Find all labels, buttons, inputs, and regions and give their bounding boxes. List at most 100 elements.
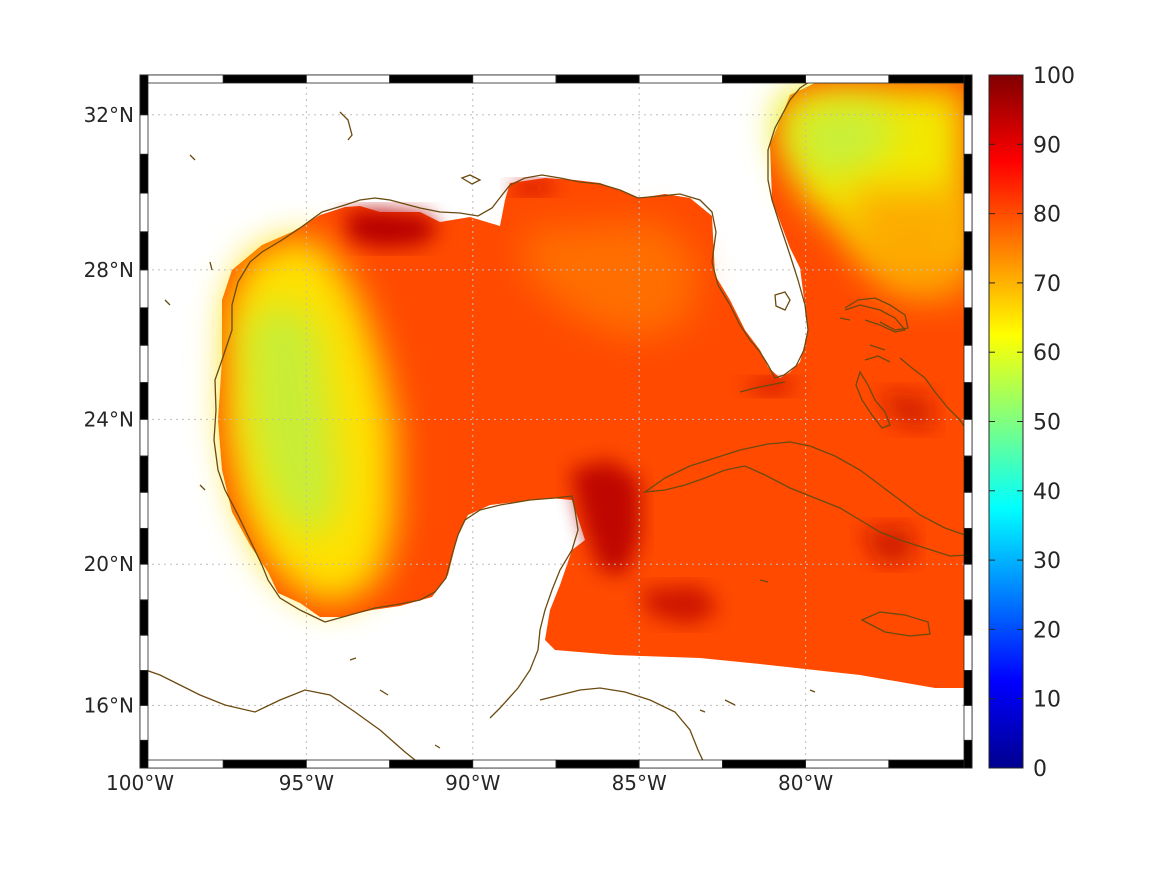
latitude-label: 28°N [84,258,134,282]
colorbar-tick-label: 20 [1033,618,1061,643]
frame-segment-right [963,634,973,671]
yucatan-channel-hotspot [570,460,640,575]
frame-segment-right [963,418,973,457]
frame-segment-right [963,307,973,346]
frame-segment-right [963,192,973,233]
gulf-coastline [213,77,816,623]
frame-segment-top [805,74,890,84]
longitude-label: 80°W [778,771,833,795]
frame-segment-right [963,114,973,155]
colorbar-ticks: 0 10 20 30 40 50 60 70 80 90 100 [989,64,1075,782]
frame-segment-top [389,74,474,84]
frame-segment-top [305,74,390,84]
frame-segment-right [963,231,973,271]
frame-segment-right [963,527,973,565]
frame-segment-left [139,527,149,565]
frame-segment-left [139,634,149,671]
frame-segment-right [963,705,973,741]
frame-segment-right [963,563,973,601]
frame-segment-right [963,269,973,309]
frame-segment-right [963,382,973,420]
frame-segment-left [139,192,149,233]
frame-segment-left [139,344,149,383]
coastlines [140,77,969,768]
frame-segment-left [139,599,149,636]
longitude-label: 90°W [445,771,500,795]
frame-segment-left [139,231,149,271]
frame-segment-left [139,739,149,769]
frame-segment-bottom [305,759,390,769]
gulf-islands [164,111,482,491]
colorbar-tick-label: 80 [1033,203,1061,228]
louisiana-hotspot [345,210,440,248]
latitude-labels: 16°N 20°N 24°N 28°N 32°N [84,103,134,718]
frame-segment-right [963,153,973,194]
jamaica [860,611,931,637]
frame-segment-right [963,455,973,493]
frame-segment-right [963,739,973,769]
frame-segment-bottom [389,759,474,769]
frame-segment-left [139,563,149,601]
caribbean-small-islands [349,579,816,749]
central-gulf-orange [520,220,700,340]
ocean-percentage-field [218,83,968,688]
bahamas-hotspot [880,390,935,430]
honduras-coastline [539,687,706,766]
bahamas-islands [839,304,969,433]
frame-segment-left [139,491,149,529]
colorbar-tick-label: 40 [1033,480,1061,505]
latitude-label: 32°N [84,103,134,127]
western-gulf-green [245,300,340,535]
frame-segment-left [139,418,149,457]
frame-segment-top [222,74,307,84]
frame-segment-left [139,705,149,741]
frame-segment-left [139,382,149,420]
frame-segment-left [139,74,149,116]
frame-segment-top [472,74,557,84]
panhandle-hotspot [510,180,560,195]
frame-segment-top [722,74,807,84]
frame-segment-top [555,74,640,84]
frame-segment-bottom [722,759,807,769]
grand-bahama [844,297,909,331]
atlantic-orange-zone [850,190,965,300]
longitude-labels: 100°W 95°W 90°W 85°W 80°W [106,771,833,795]
caribbean-hotspot-2 [860,525,915,565]
frame-segment-left [139,269,149,309]
frame-segment-left [139,455,149,493]
colorbar-tick-label: 60 [1033,341,1061,366]
yucatan-coastline [324,495,579,719]
frame-segment-bottom [638,759,723,769]
frame-segment-bottom [805,759,890,769]
longitude-label: 100°W [106,771,174,795]
colorbar-tick-label: 0 [1033,757,1047,782]
caribbean-hotspot-1 [640,585,720,625]
central-america-coastline [140,667,426,768]
latitude-label: 16°N [84,693,134,717]
frame-segment-left [139,670,149,706]
map-frame [139,74,973,769]
frame-segment-bottom [555,759,640,769]
colorbar-tick-label: 100 [1033,64,1075,89]
frame-segment-right [963,670,973,706]
colorbar-tick-label: 90 [1033,133,1061,158]
longitude-label: 85°W [612,771,667,795]
colorbar-tick-label: 50 [1033,411,1061,436]
frame-segment-top [888,74,973,84]
colorbar-tick-label: 10 [1033,688,1061,713]
latitude-label: 24°N [84,407,134,431]
frame-segment-top [139,74,224,84]
frame-segment-right [963,344,973,383]
frame-segment-left [139,307,149,346]
frame-segment-bottom [472,759,557,769]
longitude-label: 95°W [279,771,334,795]
frame-segment-left [139,114,149,155]
frame-segment-bottom [139,759,224,769]
frame-segment-right [963,491,973,529]
andros-island [855,370,891,429]
frame-segment-right [963,74,973,116]
florida-keys [739,381,786,393]
colorbar-tick-label: 70 [1033,272,1061,297]
frame-segment-left [139,153,149,194]
